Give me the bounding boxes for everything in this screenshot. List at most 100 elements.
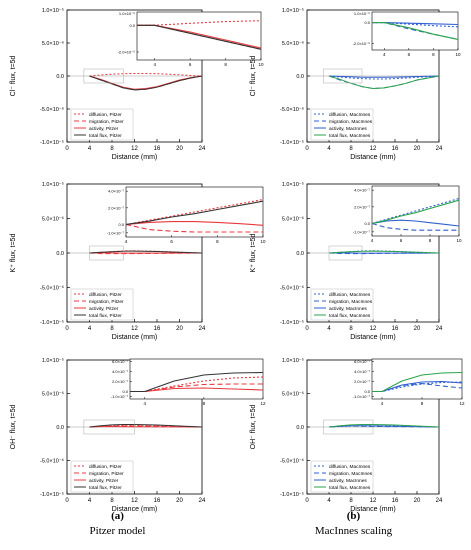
x-tick-label: 12 bbox=[131, 498, 138, 504]
y-axis-label: K⁺ flux, t=5d bbox=[10, 233, 17, 272]
legend-label: diffusion, Pitzer bbox=[89, 112, 122, 118]
inset-y-tick-label: 2.0×10⁻⁷ bbox=[354, 379, 370, 384]
x-tick-label: 8 bbox=[349, 498, 353, 504]
y-tick-label: -1.0×10⁻⁵ bbox=[40, 319, 64, 326]
inset-series-line bbox=[125, 200, 264, 226]
inset-y-tick-label: -1.0×10⁻⁷ bbox=[107, 230, 125, 235]
inset-y-tick-label: 0.0 bbox=[364, 20, 370, 25]
y-tick-label: 0.0 bbox=[296, 251, 304, 257]
inset-x-tick-label: 6 bbox=[189, 62, 192, 67]
panel-a-caption: (a) Pitzer model bbox=[0, 510, 235, 537]
inset-y-tick-label: 0.0 bbox=[129, 23, 135, 28]
inset-y-tick-label: 2.0×10⁻⁷ bbox=[354, 204, 370, 209]
inset-y-tick-label: 6.0×10⁻⁷ bbox=[112, 359, 128, 364]
x-axis-label: Distance (mm) bbox=[350, 334, 396, 341]
y-axis-label: K⁺ flux, t=5d bbox=[250, 233, 257, 272]
x-tick-label: 24 bbox=[436, 326, 443, 332]
x-tick-label: 24 bbox=[199, 146, 206, 152]
inset-series-line bbox=[372, 22, 459, 40]
x-tick-label: 0 bbox=[305, 146, 309, 152]
series-line bbox=[328, 424, 440, 428]
inset-y-tick-label: -1.0×10⁻⁷ bbox=[353, 394, 371, 399]
y-axis-label: Cl⁻ flux, t=5d bbox=[250, 55, 257, 96]
chart-k-pitzer: 1.0×10⁻⁵ 5.0×10⁻⁶ 0.0 -5.0×10⁻⁶ -1.0×10⁻⁵0 4 8… bbox=[10, 181, 266, 341]
legend-label: activity, MacInnes bbox=[329, 478, 367, 484]
inset-y-tick-label: 2.0×10⁻⁷ bbox=[112, 379, 128, 384]
x-tick-label: 24 bbox=[199, 498, 206, 504]
y-axis-label: Cl⁻ flux, t=5d bbox=[10, 55, 17, 96]
x-axis-label: Distance (mm) bbox=[112, 506, 158, 513]
x-axis-label: Distance (mm) bbox=[350, 154, 396, 161]
y-tick-label: -1.0×10⁻⁵ bbox=[280, 491, 304, 498]
inset-y-tick-label: 6.0×10⁻⁷ bbox=[354, 359, 370, 364]
x-tick-label: 20 bbox=[176, 146, 183, 152]
x-tick-label: 24 bbox=[436, 498, 443, 504]
x-tick-label: 8 bbox=[110, 326, 114, 332]
y-tick-label: 5.0×10⁻⁶ bbox=[42, 40, 64, 47]
inset-y-tick-label: 2.0×10⁻⁷ bbox=[108, 205, 124, 210]
series-line bbox=[89, 250, 203, 254]
legend-label: diffusion, Pitzer bbox=[89, 292, 122, 298]
x-tick-label: 8 bbox=[349, 326, 353, 332]
inset-series-line bbox=[125, 223, 263, 233]
inset-y-tick-label: 4.0×10⁻⁷ bbox=[112, 369, 128, 374]
x-tick-label: 0 bbox=[305, 498, 309, 504]
x-tick-label: 8 bbox=[110, 498, 114, 504]
inset-series-line bbox=[137, 20, 262, 26]
inset-series-line bbox=[130, 371, 264, 393]
inset-x-tick-label: 8 bbox=[224, 62, 227, 67]
panel-a-letter: (a) bbox=[111, 510, 124, 522]
x-tick-label: 12 bbox=[370, 326, 377, 332]
series-line bbox=[89, 75, 203, 91]
y-tick-label: 1.0×10⁻⁵ bbox=[42, 357, 64, 364]
inset-series-line bbox=[372, 371, 463, 393]
inset-top-tick-label: 1.0×10⁻⁶ bbox=[119, 11, 135, 16]
y-tick-label: -1.0×10⁻⁵ bbox=[40, 491, 64, 498]
legend-label: migration, Pitzer bbox=[89, 119, 124, 125]
x-tick-label: 20 bbox=[414, 326, 421, 332]
x-tick-label: 4 bbox=[88, 326, 92, 332]
inset-x-tick-label: 4 bbox=[383, 52, 386, 57]
zoom-region-box bbox=[89, 245, 124, 261]
y-tick-label: -5.0×10⁻⁶ bbox=[40, 285, 64, 292]
inset-oh-pitzer: 6.0×10⁻⁷ 4.0×10⁻⁷ 2.0×10⁻⁷ 0.0-1.0×10⁻⁷ 4 8 12 bbox=[111, 358, 266, 406]
legend-label: diffusion, MacInnes bbox=[329, 464, 371, 470]
y-tick-label: -5.0×10⁻⁶ bbox=[280, 285, 304, 292]
x-tick-label: 16 bbox=[392, 498, 399, 504]
y-tick-label: 1.0×10⁻⁵ bbox=[282, 181, 304, 188]
x-tick-label: 24 bbox=[436, 146, 443, 152]
x-tick-label: 4 bbox=[327, 498, 331, 504]
y-tick-label: 1.0×10⁻⁵ bbox=[42, 7, 64, 14]
y-tick-label: -1.0×10⁻⁵ bbox=[280, 319, 304, 326]
x-tick-label: 20 bbox=[176, 498, 183, 504]
inset-k-pitzer: 4.0×10⁻⁷ 2.0×10⁻⁷ 0.0 -1.0×10⁻⁷4 6 8 10 bbox=[107, 186, 266, 244]
x-tick-label: 12 bbox=[131, 326, 138, 332]
inset-oh-macinnes: 6.0×10⁻⁷ 4.0×10⁻⁷ 2.0×10⁻⁷ 0.0-1.0×10⁻⁷ 4 8 12 bbox=[353, 358, 465, 406]
x-tick-label: 0 bbox=[65, 498, 69, 504]
y-tick-label: -5.0×10⁻⁶ bbox=[40, 458, 64, 465]
zoom-region-box bbox=[83, 68, 124, 84]
legend-label: total flux, MacInnes bbox=[329, 485, 371, 491]
x-tick-label: 24 bbox=[199, 326, 206, 332]
inset-series-line bbox=[125, 221, 264, 226]
inset-x-tick-label: 4 bbox=[381, 401, 384, 406]
inset-x-tick-label: 6 bbox=[408, 52, 411, 57]
y-tick-label: 5.0×10⁻⁶ bbox=[42, 216, 64, 223]
legend-box bbox=[70, 108, 134, 141]
y-tick-label: -5.0×10⁻⁶ bbox=[280, 458, 304, 465]
zoom-region-box bbox=[328, 245, 363, 261]
y-tick-label: 0.0 bbox=[296, 74, 304, 80]
inset-y-tick-label: -1.0×10⁻⁷ bbox=[353, 229, 371, 234]
series-line bbox=[89, 425, 203, 428]
x-axis-label: Distance (mm) bbox=[112, 334, 158, 341]
inset-series-line bbox=[137, 24, 262, 50]
x-tick-label: 4 bbox=[327, 146, 331, 152]
inset-x-tick-label: 10 bbox=[455, 52, 461, 57]
y-tick-label: 0.0 bbox=[296, 425, 304, 431]
chart-cl-pitzer: 1.0×10⁻⁵ 5.0×10⁻⁶ 0.0 -5.0×10⁻⁶ -1.0×10⁻⁵0 4 8… bbox=[10, 7, 264, 161]
x-tick-label: 12 bbox=[131, 146, 138, 152]
y-tick-label: -1.0×10⁻⁵ bbox=[280, 139, 304, 146]
legend-label: migration, MacInnes bbox=[329, 471, 373, 477]
y-axis-label: OH⁻ flux, t=5d bbox=[10, 405, 17, 450]
